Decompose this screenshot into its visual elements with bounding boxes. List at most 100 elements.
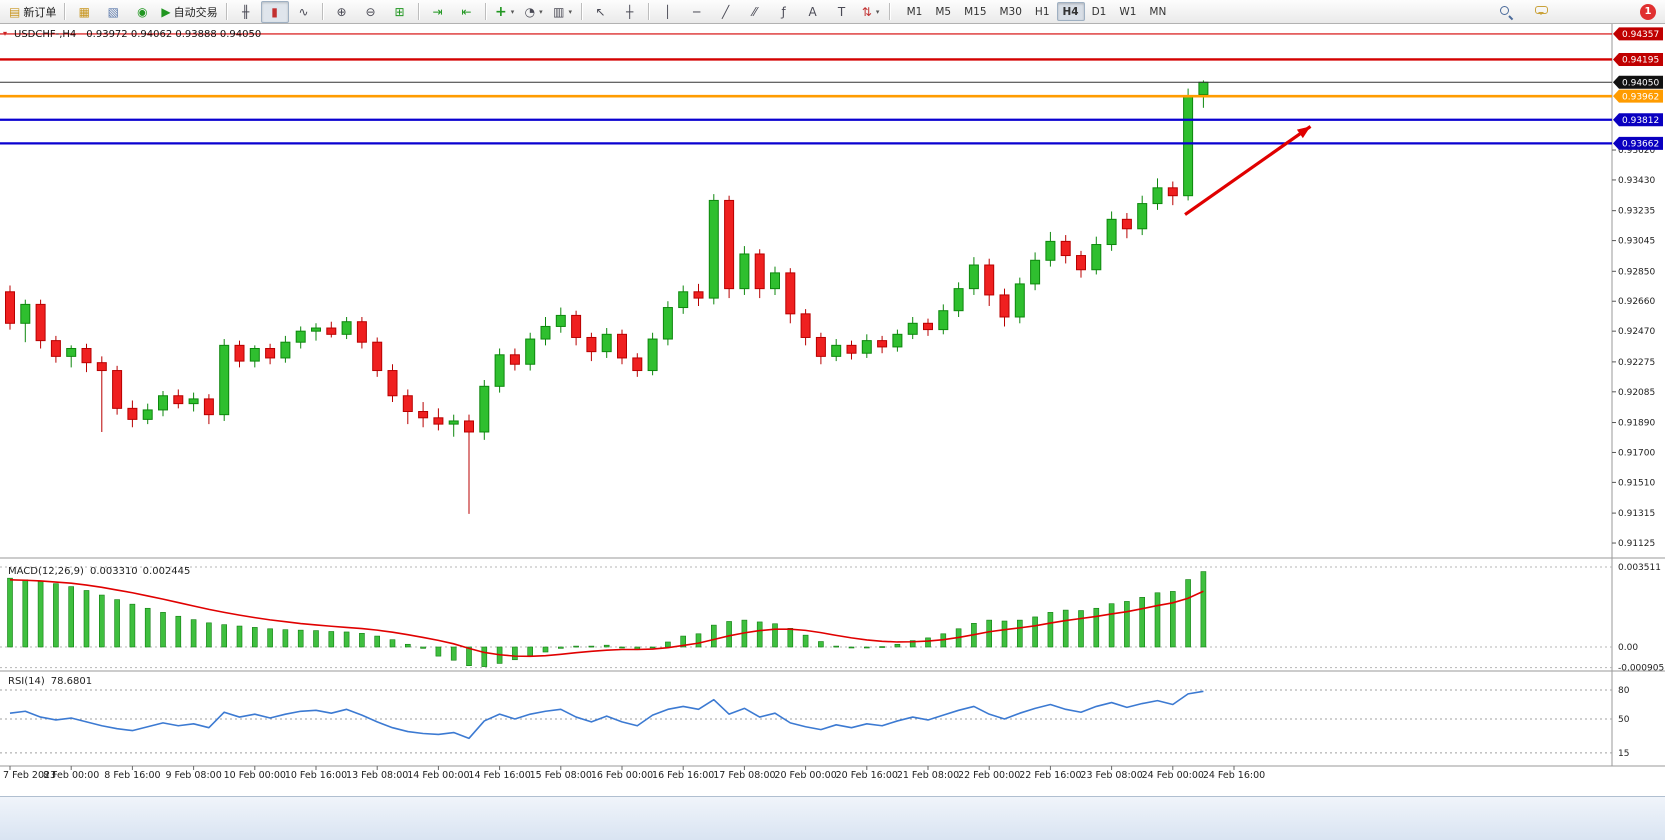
- svg-text:7 Feb 2023: 7 Feb 2023: [3, 770, 56, 781]
- indicators-button[interactable]: + ▾: [491, 1, 519, 23]
- svg-text:16 Feb 16:00: 16 Feb 16:00: [652, 770, 714, 781]
- new-chart-icon: ▦: [78, 4, 91, 19]
- trend-arrow[interactable]: [1184, 125, 1312, 216]
- svg-text:13 Feb 08:00: 13 Feb 08:00: [346, 770, 408, 781]
- refresh-button[interactable]: ◉: [128, 1, 156, 23]
- timeframe-m1[interactable]: M1: [901, 2, 929, 21]
- timeframe-d1[interactable]: D1: [1086, 2, 1113, 21]
- order-form-icon: ▤: [9, 4, 21, 19]
- price-chart[interactable]: 0.93620 0.93430 0.93235 0.93045 0.92850 0.926…: [0, 24, 1665, 839]
- svg-text:0.00: 0.00: [1618, 643, 1638, 653]
- candlestick-mode-button[interactable]: ▮: [260, 0, 289, 23]
- search-icon: [1499, 5, 1513, 19]
- zoom-out-button[interactable]: ⊖: [357, 1, 385, 23]
- svg-text:21 Feb 08:00: 21 Feb 08:00: [897, 770, 959, 781]
- auto-scroll-icon: ⇥: [432, 4, 443, 19]
- horizontal-line-button[interactable]: ─: [683, 1, 711, 23]
- svg-text:22 Feb 16:00: 22 Feb 16:00: [1019, 770, 1081, 781]
- svg-text:23 Feb 08:00: 23 Feb 08:00: [1080, 770, 1142, 781]
- profiles-button[interactable]: ▧: [99, 1, 127, 23]
- candles: [5, 80, 1209, 514]
- svg-text:0.93430: 0.93430: [1618, 176, 1655, 186]
- rsi-label: RSI(14) 78.6801: [8, 676, 92, 687]
- line-chart-mode-button[interactable]: ∿: [290, 1, 318, 23]
- hline-price-label: 0.93962: [1613, 89, 1663, 103]
- hline-price-label: 0.93812: [1613, 113, 1663, 127]
- fibonacci-button[interactable]: ƒ: [770, 1, 798, 23]
- crosshair-button[interactable]: ┼: [616, 1, 644, 23]
- trendline-button[interactable]: ╱: [712, 1, 740, 23]
- timeframe-h1[interactable]: H1: [1029, 2, 1056, 21]
- zoom-in-icon: ⊕: [336, 4, 347, 19]
- auto-scroll-button[interactable]: ⇥: [424, 1, 452, 23]
- svg-text:0.91890: 0.91890: [1618, 419, 1655, 429]
- horizontal-line-icon: ─: [692, 4, 701, 19]
- template-icon: ▥: [553, 4, 565, 19]
- svg-text:0.91700: 0.91700: [1618, 448, 1655, 458]
- profiles-icon: ▧: [107, 4, 120, 19]
- label-button[interactable]: T: [828, 1, 856, 23]
- search-button[interactable]: [1492, 1, 1520, 23]
- svg-text:0.92275: 0.92275: [1618, 358, 1655, 368]
- bar-chart-mode-button[interactable]: ╫: [232, 1, 260, 23]
- toolbar-separator: [321, 3, 324, 20]
- svg-text:0.92470: 0.92470: [1618, 327, 1655, 337]
- hline-price-label: 0.94195: [1613, 52, 1663, 66]
- symbol-marker-icon: ▾: [3, 29, 7, 38]
- tile-windows-button[interactable]: ⊞: [386, 1, 414, 23]
- rsi-line: [9, 690, 1204, 740]
- refresh-icon: ◉: [137, 4, 148, 19]
- svg-text:0.93962: 0.93962: [1622, 92, 1659, 102]
- timeframe-m30[interactable]: M30: [994, 2, 1028, 21]
- vertical-line-button[interactable]: │: [654, 1, 682, 23]
- price-axis: 0.93620 0.93430 0.93235 0.93045 0.92850 0.926…: [1612, 146, 1655, 549]
- svg-text:20 Feb 16:00: 20 Feb 16:00: [836, 770, 898, 781]
- timeframe-m5[interactable]: M5: [929, 2, 957, 21]
- templates-button[interactable]: ▥ ▾: [549, 1, 577, 23]
- chart-ohlc-header: USDCHF-,H4 0.93972 0.94062 0.93888 0.9405…: [14, 29, 261, 40]
- hline-price-label: 0.94357: [1613, 27, 1663, 41]
- channel-button[interactable]: ⁄⁄: [741, 1, 769, 23]
- timeframe-w1[interactable]: W1: [1113, 2, 1142, 21]
- toolbar-separator: [580, 3, 583, 20]
- new-order-label: 新订单: [23, 5, 57, 19]
- svg-text:0.94357: 0.94357: [1622, 30, 1659, 40]
- svg-text:0.91510: 0.91510: [1618, 478, 1655, 488]
- chevron-down-icon: ▾: [875, 7, 880, 16]
- notification-badge[interactable]: 1: [1640, 3, 1656, 20]
- crosshair-icon: ┼: [625, 4, 634, 19]
- play-icon: ▶: [161, 4, 171, 19]
- timeframe-h4[interactable]: H4: [1056, 2, 1085, 21]
- current-price-label: 0.94050: [1613, 75, 1663, 89]
- svg-text:0.92850: 0.92850: [1618, 267, 1655, 277]
- timeframe-m15[interactable]: M15: [958, 2, 992, 21]
- toolbar: ▤ 新订单 ▦ ▧ ◉ ▶ 自动交易 ╫ ▮ ∿ ⊕ ⊖ ⊞ ⇥ ⇤ + ▾ ◔…: [0, 0, 1665, 24]
- toolbar-separator: [417, 3, 420, 20]
- channel-icon: ⁄⁄: [752, 4, 757, 19]
- vertical-line-icon: │: [663, 4, 672, 19]
- svg-text:0.91315: 0.91315: [1618, 509, 1655, 519]
- periods-button[interactable]: ◔ ▾: [520, 1, 548, 23]
- svg-text:50: 50: [1618, 715, 1630, 725]
- svg-text:10 Feb 00:00: 10 Feb 00:00: [224, 770, 286, 781]
- timeframe-mn[interactable]: MN: [1143, 2, 1172, 21]
- svg-text:22 Feb 00:00: 22 Feb 00:00: [958, 770, 1020, 781]
- new-order-button[interactable]: ▤ 新订单: [5, 1, 60, 23]
- timeframe-toolbar: M1 M5 M15 M30 H1 H4 D1 W1 MN: [901, 2, 1173, 21]
- svg-text:15: 15: [1618, 749, 1629, 759]
- cursor-button[interactable]: ↖: [587, 1, 615, 23]
- zoom-in-button[interactable]: ⊕: [328, 1, 356, 23]
- text-label-icon: T: [837, 4, 846, 19]
- chat-button[interactable]: [1528, 1, 1556, 23]
- arrows-button[interactable]: ⇅ ▾: [857, 1, 885, 23]
- toolbar-separator: [225, 3, 228, 20]
- chart-shift-button[interactable]: ⇤: [453, 1, 481, 23]
- svg-text:15 Feb 08:00: 15 Feb 08:00: [530, 770, 592, 781]
- svg-text:0.92085: 0.92085: [1618, 388, 1655, 398]
- svg-text:0.92660: 0.92660: [1618, 297, 1655, 307]
- new-chart-button[interactable]: ▦: [70, 1, 98, 23]
- text-button[interactable]: A: [799, 1, 827, 23]
- svg-text:8 Feb 00:00: 8 Feb 00:00: [43, 770, 99, 781]
- auto-trading-button[interactable]: ▶ 自动交易: [157, 1, 221, 23]
